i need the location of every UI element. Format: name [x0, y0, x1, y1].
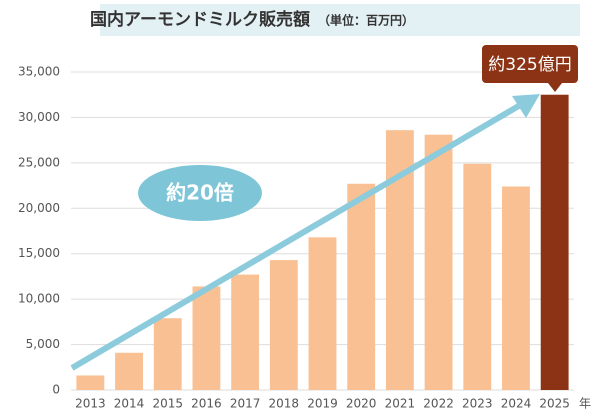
x-tick-label: 2023	[462, 397, 493, 411]
bar	[308, 237, 337, 390]
bar	[424, 134, 453, 390]
y-tick-label: 20,000	[18, 201, 60, 215]
x-tick-label: 2013	[75, 397, 106, 411]
annotation: 約325億円	[488, 55, 571, 75]
bar	[115, 352, 143, 390]
y-tick-label: 15,000	[18, 246, 60, 260]
bar	[347, 183, 376, 390]
trend-arrowhead	[512, 94, 540, 118]
x-tick-label: 2018	[269, 397, 300, 411]
bar	[153, 318, 182, 390]
y-tick-label: 30,000	[18, 110, 60, 124]
x-tick-label: 2015	[152, 397, 183, 411]
x-axis-label: 年	[579, 397, 591, 411]
annotation-bubble	[138, 165, 262, 221]
bar	[540, 94, 569, 390]
annotation: 約20倍	[166, 181, 234, 205]
bar	[76, 375, 105, 390]
x-tick-label: 2017	[230, 397, 261, 411]
x-tick-label: 2025	[539, 397, 570, 411]
x-tick-label: 2014	[114, 397, 145, 411]
bar	[463, 163, 492, 390]
annotation-callout	[482, 45, 578, 83]
bar	[231, 274, 260, 390]
title-banner	[100, 4, 580, 36]
chart-subtitle: （単位：百万円）	[318, 13, 414, 28]
x-tick-label: 2020	[346, 397, 377, 411]
annotation-callout-pointer	[548, 83, 562, 92]
x-tick-label: 2022	[423, 397, 454, 411]
y-tick-label: 0	[52, 383, 60, 397]
trend-arrow	[70, 101, 524, 371]
y-tick-label: 10,000	[18, 292, 60, 306]
bar	[269, 260, 298, 390]
bar	[192, 286, 221, 390]
y-tick-label: 5,000	[26, 337, 60, 351]
x-tick-label: 2024	[501, 397, 532, 411]
chart-title: 国内アーモンドミルク販売額	[90, 9, 310, 30]
x-tick-label: 2019	[307, 397, 338, 411]
y-tick-label: 25,000	[18, 155, 60, 169]
x-tick-label: 2021	[385, 397, 416, 411]
bar	[502, 186, 530, 390]
y-tick-label: 35,000	[18, 65, 60, 79]
x-tick-label: 2016	[191, 397, 222, 411]
